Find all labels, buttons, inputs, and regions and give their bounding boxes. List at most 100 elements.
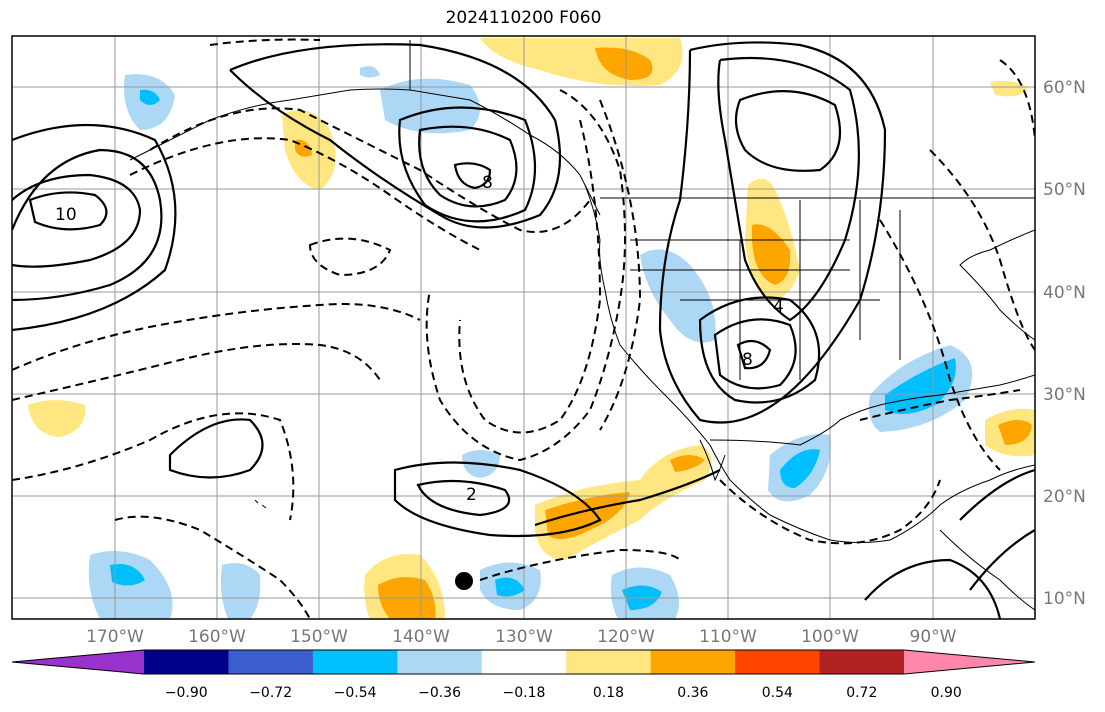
- dashed-trough-1: [425, 89, 626, 462]
- colorbar-swatch: [819, 650, 905, 674]
- dashed-west-3: [12, 412, 295, 521]
- fill-subtropical-orange: [545, 492, 630, 539]
- colorbar-extend-low: [12, 650, 144, 674]
- colorbar-tick-label: 0.36: [677, 685, 708, 701]
- dashed-east-2: [929, 149, 1035, 351]
- contour-east-gulf: [959, 468, 1035, 591]
- contours-positive: [12, 41, 1035, 619]
- fill-tropic-cyan-1: [110, 564, 145, 586]
- contour-label-group: 10 8 8 4 2: [55, 173, 784, 505]
- colorbar-swatch: [228, 650, 314, 674]
- fill-great-basin-blue: [640, 249, 716, 343]
- dashed-trough-3: [599, 99, 642, 431]
- colorbar-tick-label: −0.18: [503, 685, 546, 701]
- lat-label: 20°N: [1043, 487, 1086, 507]
- us-mexico-border: [709, 419, 841, 446]
- lon-label: 170°W: [86, 627, 144, 647]
- dashed-gulf-mex: [859, 389, 1021, 421]
- contour-alaska-3: [453, 162, 492, 190]
- colorbar-tick-label: −0.54: [334, 685, 377, 701]
- lon-label: 160°W: [188, 627, 246, 647]
- lon-label: 120°W: [597, 627, 655, 647]
- dashed-gulf-2: [129, 137, 481, 251]
- hawaii: [254, 499, 267, 509]
- colorbar-tick-label: −0.72: [249, 685, 292, 701]
- colorbar-extend-high: [904, 650, 1035, 674]
- lon-label: 140°W: [392, 627, 450, 647]
- contour-mid-pacific: [393, 461, 602, 538]
- fill-florida-orange: [998, 420, 1032, 445]
- fill-baja-orange: [670, 455, 705, 472]
- dashed-top: [209, 38, 321, 46]
- contour-label-sw-high: 8: [742, 350, 753, 370]
- contour-ridge-3: [734, 90, 842, 172]
- dashed-east-top: [999, 59, 1035, 141]
- dashed-mexico: [719, 479, 941, 545]
- lon-label: 150°W: [290, 627, 348, 647]
- contour-sw-high-1: [698, 296, 821, 404]
- colorbar: −0.90 −0.72 −0.54 −0.36 −0.18 0.18 0.36 0.54 0.7…: [11, 649, 1036, 701]
- storm-center-dot: [455, 572, 473, 590]
- fill-north-orange: [595, 47, 653, 80]
- fill-hudson-yellow: [990, 80, 1028, 97]
- dashed-equator: [479, 548, 681, 581]
- lat-label: 10°N: [1043, 589, 1086, 609]
- contour-label-central: 4: [773, 297, 784, 317]
- colorbar-swatch: [397, 650, 483, 674]
- contours-negative: [12, 38, 1035, 619]
- lat-label: 50°N: [1043, 180, 1086, 200]
- fill-gulf-alaska-blue: [380, 78, 480, 134]
- contour-mid-pacific-inner: [416, 479, 511, 517]
- lat-label: 30°N: [1043, 385, 1086, 405]
- latitude-labels: 60°N 50°N 40°N 30°N 20°N 10°N: [1043, 78, 1086, 609]
- central-america: [939, 529, 1035, 611]
- east-coast: [959, 229, 1035, 341]
- contour-zero-sub: [534, 469, 721, 527]
- contour-west-pacific-2: [12, 173, 142, 268]
- colorbar-tick-label: 0.18: [593, 685, 624, 701]
- colorbar-tick-label: 0.72: [846, 685, 877, 701]
- contour-sw-high-3: [736, 339, 772, 370]
- gulf-coast: [839, 374, 1035, 421]
- longitude-labels: 170°W 160°W 150°W 140°W 130°W 120°W 110°…: [86, 627, 957, 647]
- fill-mexico-cyan: [780, 449, 820, 488]
- colorbar-swatch: [566, 650, 652, 674]
- contour-ridge-2: [717, 56, 860, 322]
- dashed-west-1: [12, 303, 421, 371]
- lat-label: 60°N: [1043, 78, 1086, 98]
- lon-label: 100°W: [801, 627, 859, 647]
- dashed-east: [879, 219, 1001, 471]
- contour-south: [864, 558, 1002, 619]
- coastlines: [129, 40, 1035, 611]
- colorbar-swatch: [735, 650, 821, 674]
- colorbar-swatch: [312, 650, 398, 674]
- contour-alaska-1: [229, 43, 562, 229]
- bc-coast: [584, 184, 731, 481]
- colorbar-tick-label: −0.90: [165, 685, 208, 701]
- colorbar-swatch: [650, 650, 736, 674]
- fill-tropic-blue-2: [220, 562, 261, 619]
- colorbar-swatch: [481, 650, 567, 674]
- colorbar-tick-label: 0.54: [762, 685, 793, 701]
- map-title: 2024110200 F060: [445, 8, 602, 28]
- contour-central-pacific: [168, 418, 264, 479]
- colorbar-tick-label: 0.90: [931, 685, 962, 701]
- contour-west-pacific-4: [12, 123, 177, 332]
- lon-label: 130°W: [495, 627, 553, 647]
- lat-label: 40°N: [1043, 283, 1086, 303]
- map-border: [11, 35, 1036, 620]
- dashed-west-2: [12, 343, 381, 401]
- baja: [699, 439, 726, 482]
- fill-bering-cyan: [140, 89, 160, 105]
- contour-label-alaska-max: 8: [482, 173, 493, 193]
- lon-label: 90°W: [910, 627, 957, 647]
- colorbar-outline: [11, 649, 1036, 675]
- fill-west-yellow: [28, 400, 86, 437]
- fill-rockies-blue: [360, 66, 380, 78]
- contour-label-mid-pacific: 2: [466, 485, 477, 505]
- contour-alaska-2: [418, 125, 518, 208]
- contour-label-west-max: 10: [55, 205, 77, 225]
- colorbar-tick-label: −0.36: [418, 685, 461, 701]
- fill-tropic-cyan-3: [495, 577, 525, 597]
